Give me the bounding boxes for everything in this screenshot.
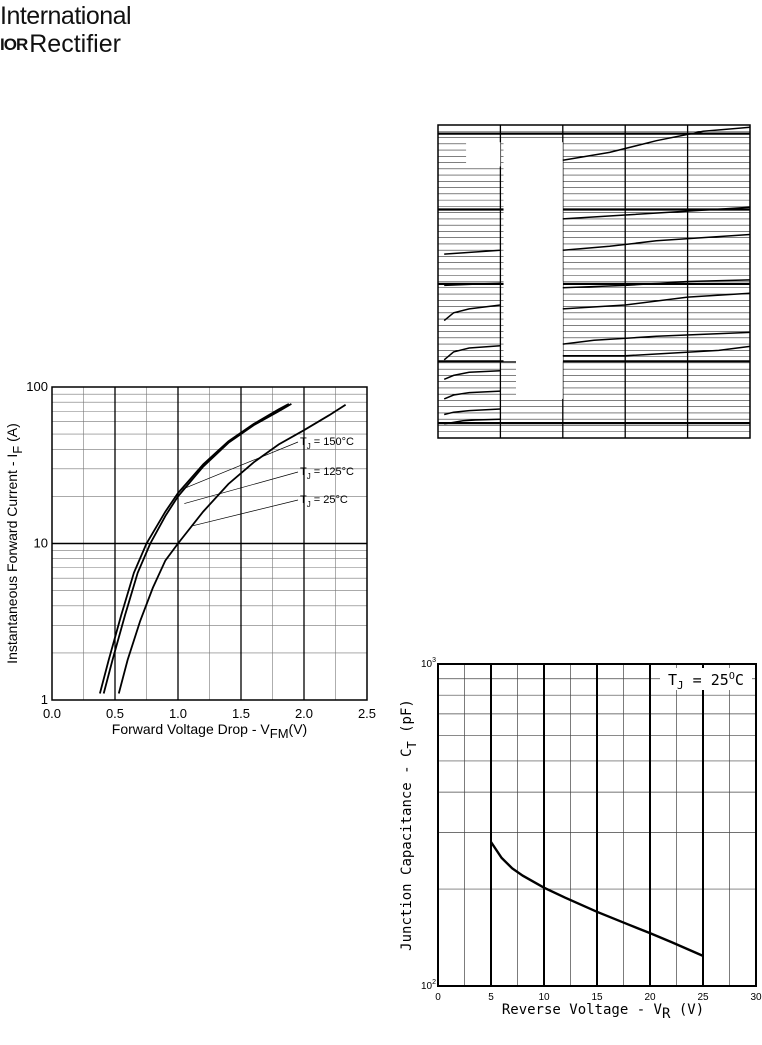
y-tick-label: 102 — [421, 979, 436, 992]
x-axis-label: Forward Voltage Drop - VFM(V) — [112, 721, 307, 741]
series-line-1 — [102, 403, 292, 694]
series-line-5 — [443, 304, 501, 322]
y-axis-label: Junction Capacitance - CT (pF) — [399, 699, 419, 951]
chart-forward-voltage: 0.0 0.5 1.0 1.5 2.0 2.5 1 10 100 TJ = 150°C TJ = 1… — [4, 379, 376, 741]
series-line-10 — [562, 292, 751, 310]
x-tick-label: 5 — [488, 992, 494, 1003]
y-tick-label: 1 — [41, 692, 48, 707]
y-axis-label: Instantaneous Forward Current - IF (A) — [4, 423, 25, 664]
x-tick-label: 15 — [591, 992, 603, 1003]
masked-region — [516, 281, 563, 399]
series-leader-line — [180, 441, 299, 491]
logo-mark: IOR — [0, 35, 28, 54]
x-tick-label: 25 — [697, 992, 709, 1003]
series-line-12 — [562, 233, 751, 251]
series-line-9 — [562, 331, 751, 345]
x-tick-label: 1.5 — [232, 706, 250, 721]
series-line-0 — [444, 418, 501, 425]
x-tick-label: 0.0 — [43, 706, 61, 721]
logo-line-international: International — [0, 2, 132, 30]
x-tick-label: 10 — [538, 992, 550, 1003]
series-line-14 — [562, 126, 751, 161]
annotation-temperature: TJ = 25OC — [668, 671, 744, 692]
y-tick-label: 10 — [34, 536, 48, 551]
y-tick-label: 100 — [26, 379, 48, 394]
series-leader-line — [184, 471, 299, 504]
y-tick-label: 103 — [421, 657, 436, 670]
x-tick-label: 0.5 — [106, 706, 124, 721]
annotation-background — [660, 668, 752, 690]
series-line-0 — [99, 403, 290, 694]
x-tick-label: 2.5 — [358, 706, 376, 721]
series-label: TJ = 150°C — [300, 436, 354, 451]
plot-frame — [437, 663, 757, 987]
series-leader-line — [193, 499, 299, 527]
x-tick-label: 2.0 — [295, 706, 313, 721]
plot-frame — [437, 124, 751, 439]
series-line-7 — [444, 249, 501, 255]
series-line-1 — [444, 408, 501, 416]
series-line-6 — [444, 282, 501, 287]
series-line-11 — [562, 279, 751, 289]
company-logo: International IORRectifier — [0, 2, 150, 62]
x-tick-label: 0 — [435, 992, 441, 1003]
plot-frame — [51, 386, 368, 701]
series-label: TJ = 25°C — [300, 494, 348, 509]
chart-unlabeled-grid — [437, 124, 751, 439]
series-line-8 — [562, 345, 751, 357]
series-line-3 — [443, 369, 501, 380]
logo-rectifier-text: Rectifier — [29, 30, 121, 58]
x-tick-label: 30 — [750, 992, 762, 1003]
x-axis-label: Reverse Voltage - VR (V) — [502, 1002, 704, 1022]
chart-junction-capacitance: TJ = 25OC 0 5 10 15 20 25 30 102 103 Reverse Volta… — [399, 657, 762, 1022]
series-label: TJ = 125°C — [300, 466, 354, 481]
series-line-4 — [443, 344, 501, 361]
logo-line-rectifier: IORRectifier — [0, 30, 121, 59]
x-tick-label: 1.0 — [169, 706, 187, 721]
x-tick-label: 20 — [644, 992, 656, 1003]
series-line-2 — [443, 390, 501, 400]
series-line-0 — [490, 841, 704, 957]
series-line-2 — [117, 404, 347, 694]
masked-region — [466, 142, 501, 167]
series-line-13 — [562, 206, 751, 220]
